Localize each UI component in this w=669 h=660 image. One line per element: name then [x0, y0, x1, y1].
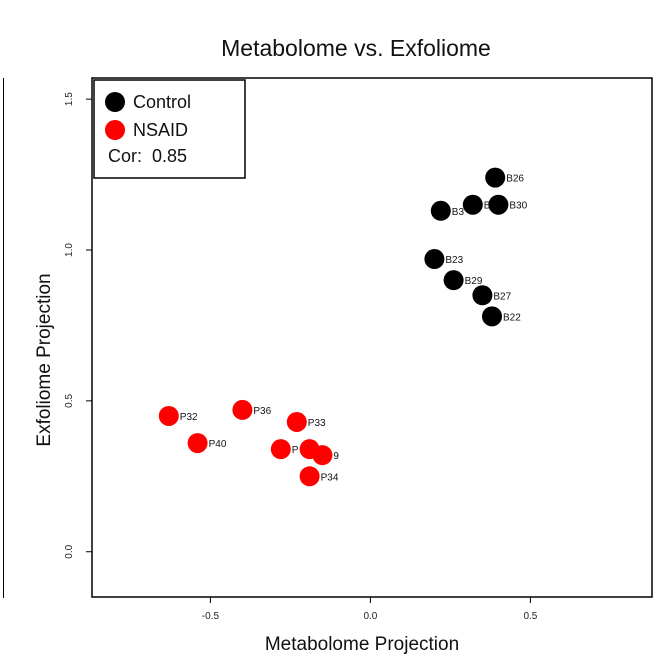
legend-marker-nsaid — [105, 120, 125, 140]
y-axis-label: Exfoliome Projection — [34, 273, 55, 446]
chart-title: Metabolome vs. Exfoliome — [221, 35, 491, 61]
nsaid-point — [286, 411, 307, 432]
point-label: B29 — [465, 276, 483, 287]
point-label: 9 — [333, 451, 339, 462]
nsaid-point — [187, 433, 208, 454]
legend: Control NSAID Cor: 0.85 — [93, 79, 246, 179]
point-label: B — [484, 201, 491, 212]
x-tick-label: 0.0 — [363, 611, 377, 622]
nsaid-point — [312, 445, 333, 466]
point-label: P40 — [209, 439, 227, 450]
x-axis: -0.5 0.0 0.5 — [202, 597, 538, 622]
x-axis-label: Metabolome Projection — [265, 634, 459, 655]
point-label: P — [292, 445, 299, 456]
point-label: P32 — [180, 412, 198, 423]
x-tick-label: -0.5 — [202, 611, 220, 622]
nsaid-point — [270, 439, 291, 460]
nsaid-point — [299, 466, 320, 487]
y-tick-label: 0.5 — [64, 393, 75, 407]
legend-label-nsaid: NSAID — [133, 120, 188, 140]
y-tick-label: 0.0 — [64, 544, 75, 558]
point-label: B23 — [445, 255, 463, 266]
plot-frame — [91, 77, 653, 598]
point-label: B27 — [493, 291, 511, 302]
point-label: B3 — [452, 207, 465, 218]
x-tick-label: 0.5 — [523, 611, 537, 622]
control-point — [482, 306, 502, 327]
y-axis: 0.0 0.5 1.0 1.5 — [64, 92, 92, 559]
control-point — [424, 249, 445, 270]
y-tick-label: 1.5 — [64, 92, 75, 106]
adjacent-panel-edge — [0, 78, 4, 598]
control-point — [430, 200, 451, 221]
control-point — [462, 194, 483, 215]
point-label: P36 — [253, 406, 271, 417]
control-point — [488, 194, 509, 215]
nsaid-point — [158, 405, 179, 426]
control-point — [472, 285, 493, 306]
point-label: P33 — [308, 418, 326, 429]
legend-box — [93, 79, 246, 179]
legend-marker-control — [105, 92, 125, 112]
legend-correlation: Cor: 0.85 — [108, 146, 187, 166]
point-label: P34 — [321, 472, 339, 483]
point-label: B26 — [506, 174, 524, 185]
legend-label-control: Control — [133, 92, 191, 112]
nsaid-point — [232, 399, 253, 420]
control-point — [485, 167, 506, 188]
control-point — [443, 270, 464, 291]
point-label: B30 — [509, 201, 527, 212]
point-label: B22 — [503, 312, 521, 323]
y-tick-label: 1.0 — [64, 243, 75, 257]
